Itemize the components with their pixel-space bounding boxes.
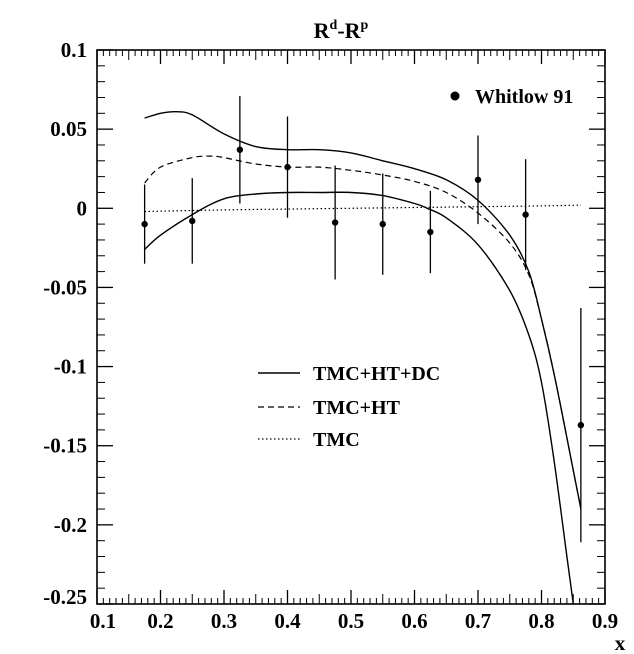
series-line-tmc-ht-dc-0 xyxy=(144,110,582,510)
legend: Whitlow 91 TMC+HT+DC TMC+HT TMC xyxy=(258,86,573,451)
x-tick-label: 0.8 xyxy=(528,609,554,633)
data-point xyxy=(522,211,529,218)
legend-label: TMC+HT+DC xyxy=(313,363,440,385)
y-tick-label: -0.1 xyxy=(54,355,87,379)
x-tick-label: 0.5 xyxy=(338,609,364,633)
x-tick-label: 0.7 xyxy=(465,609,491,633)
y-tick-label: -0.25 xyxy=(43,585,87,609)
title-middle: -R xyxy=(337,18,361,43)
legend-label: TMC+HT xyxy=(313,397,401,419)
series-line-tmc-3 xyxy=(144,204,581,213)
data-points xyxy=(141,95,585,543)
x-axis-label: x xyxy=(615,631,626,654)
data-point xyxy=(236,146,244,153)
title-superscript-2: p xyxy=(361,18,369,33)
data-point xyxy=(379,220,386,228)
x-tick-label: 0.3 xyxy=(211,609,237,633)
data-point xyxy=(284,163,291,171)
x-tick-label: 0.2 xyxy=(147,609,173,633)
plot-frame xyxy=(96,49,606,605)
axes: 0.1 0.2 0.3 0.4 0.5 0.6 0.7 0.8 0.9 0.1 0.05 0 -0.05… xyxy=(43,38,618,633)
data-point xyxy=(577,421,585,429)
title-base: R xyxy=(314,18,331,43)
data-point xyxy=(189,217,196,225)
data-point xyxy=(427,228,434,236)
y-tick-label: -0.15 xyxy=(43,434,87,458)
legend-label-whitlow: Whitlow 91 xyxy=(475,86,573,108)
chart-title: Rd-Rp xyxy=(314,18,369,43)
legend-marker-whitlow xyxy=(450,91,460,101)
x-tick-label: 0.1 xyxy=(90,609,116,633)
legend-label: TMC xyxy=(313,429,360,451)
y-tick-label: -0.2 xyxy=(54,513,87,537)
y-tick-label: 0 xyxy=(77,196,88,220)
curves xyxy=(144,110,582,605)
series-line-tmc-ht-dc-1 xyxy=(144,191,574,605)
data-point xyxy=(474,176,482,183)
data-point xyxy=(141,220,148,228)
x-tick-label: 0.4 xyxy=(274,609,301,633)
chart-title-text: Rd-Rp xyxy=(314,18,369,43)
x-tick-label: 0.9 xyxy=(592,609,618,633)
y-tick-label: -0.05 xyxy=(43,275,87,299)
title-superscript-1: d xyxy=(330,18,338,33)
y-tick-label: 0.1 xyxy=(61,38,87,62)
data-point xyxy=(331,219,339,226)
y-tick-label: 0.05 xyxy=(50,117,87,141)
x-tick-label: 0.6 xyxy=(401,609,427,633)
series-line-tmc-ht-2 xyxy=(144,155,582,510)
